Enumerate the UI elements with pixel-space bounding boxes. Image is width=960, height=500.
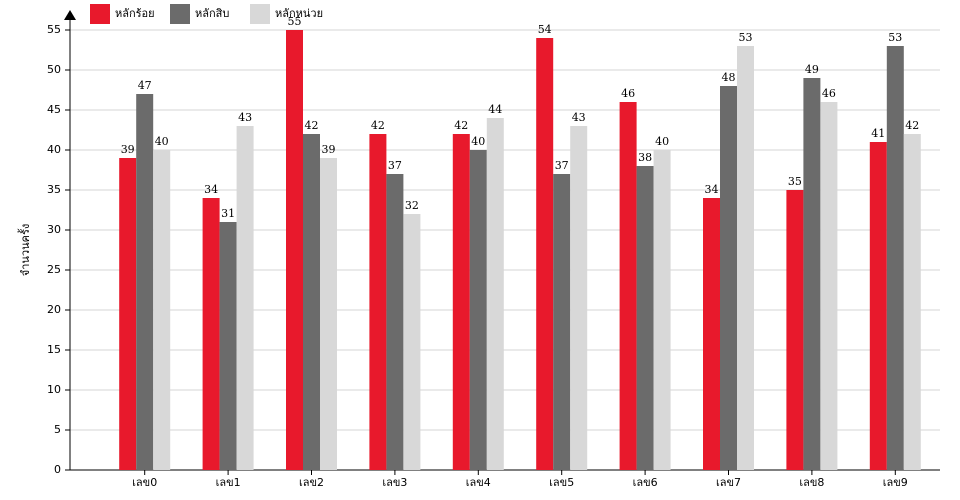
value-label: 53 bbox=[888, 31, 902, 44]
y-tick-label: 35 bbox=[47, 183, 61, 196]
x-tick-label: เลข6 bbox=[633, 476, 658, 489]
bar bbox=[469, 150, 487, 470]
value-label: 34 bbox=[705, 183, 719, 196]
value-label: 39 bbox=[322, 143, 336, 156]
axis-arrow bbox=[64, 10, 76, 20]
y-tick-label: 5 bbox=[54, 423, 61, 436]
bar bbox=[786, 190, 804, 470]
value-label: 40 bbox=[471, 135, 485, 148]
bar bbox=[703, 198, 720, 470]
x-tick-label: เลข2 bbox=[299, 476, 324, 489]
bar bbox=[303, 134, 320, 470]
value-label: 44 bbox=[488, 103, 502, 116]
y-tick-label: 25 bbox=[47, 263, 61, 276]
bar bbox=[553, 174, 571, 470]
bar bbox=[236, 126, 254, 470]
legend-label: หลักหน่วย bbox=[275, 7, 323, 20]
value-label: 42 bbox=[305, 119, 319, 132]
bar bbox=[452, 134, 470, 470]
legend-swatch bbox=[250, 4, 270, 24]
y-axis-label: จำนวนครั้ง bbox=[17, 224, 32, 276]
value-label: 43 bbox=[572, 111, 586, 124]
bar bbox=[119, 158, 137, 470]
bar bbox=[653, 150, 671, 470]
bar bbox=[820, 102, 838, 470]
y-tick-label: 55 bbox=[47, 23, 61, 36]
value-label: 47 bbox=[138, 79, 152, 92]
legend-label: หลักสิบ bbox=[195, 7, 229, 20]
value-label: 37 bbox=[388, 159, 402, 172]
bar bbox=[153, 150, 171, 470]
x-tick-label: เลข5 bbox=[549, 476, 574, 489]
bar bbox=[720, 86, 737, 470]
bar bbox=[869, 142, 887, 470]
bar bbox=[570, 126, 588, 470]
value-label: 35 bbox=[788, 175, 802, 188]
bar bbox=[219, 222, 237, 470]
value-label: 53 bbox=[739, 31, 753, 44]
value-label: 54 bbox=[538, 23, 552, 36]
x-tick-label: เลข8 bbox=[799, 476, 824, 489]
y-tick-label: 30 bbox=[47, 223, 61, 236]
legend-swatch bbox=[90, 4, 110, 24]
legend-label: หลักร้อย bbox=[115, 7, 155, 20]
value-label: 55 bbox=[288, 15, 302, 28]
value-label: 39 bbox=[121, 143, 135, 156]
y-tick-label: 10 bbox=[47, 383, 61, 396]
value-label: 32 bbox=[405, 199, 419, 212]
y-tick-label: 40 bbox=[47, 143, 61, 156]
bar bbox=[903, 134, 921, 470]
value-label: 34 bbox=[204, 183, 218, 196]
bar bbox=[803, 78, 821, 470]
bar bbox=[369, 134, 387, 470]
x-tick-label: เลข1 bbox=[216, 476, 241, 489]
bar bbox=[202, 198, 220, 470]
bar bbox=[486, 118, 504, 470]
value-label: 40 bbox=[155, 135, 169, 148]
value-label: 42 bbox=[905, 119, 919, 132]
value-label: 46 bbox=[621, 87, 635, 100]
value-label: 38 bbox=[638, 151, 652, 164]
bar bbox=[403, 214, 421, 470]
value-label: 31 bbox=[221, 207, 235, 220]
value-label: 48 bbox=[722, 71, 736, 84]
value-label: 42 bbox=[454, 119, 468, 132]
value-label: 42 bbox=[371, 119, 385, 132]
bar bbox=[737, 46, 754, 470]
value-label: 46 bbox=[822, 87, 836, 100]
bar bbox=[136, 94, 154, 470]
value-label: 37 bbox=[555, 159, 569, 172]
value-label: 43 bbox=[238, 111, 252, 124]
y-tick-label: 15 bbox=[47, 343, 61, 356]
x-tick-label: เลข4 bbox=[466, 476, 491, 489]
y-tick-label: 20 bbox=[47, 303, 61, 316]
value-label: 40 bbox=[655, 135, 669, 148]
y-tick-label: 0 bbox=[54, 463, 61, 476]
bar bbox=[320, 158, 337, 470]
y-tick-label: 45 bbox=[47, 103, 61, 116]
bar bbox=[619, 102, 637, 470]
x-tick-label: เลข3 bbox=[382, 476, 407, 489]
value-label: 49 bbox=[805, 63, 819, 76]
bar bbox=[286, 30, 303, 470]
x-tick-label: เลข7 bbox=[716, 476, 741, 489]
bar bbox=[536, 38, 554, 470]
value-label: 41 bbox=[871, 127, 885, 140]
bar bbox=[886, 46, 904, 470]
y-tick-label: 50 bbox=[47, 63, 61, 76]
x-tick-label: เลข0 bbox=[132, 476, 157, 489]
x-tick-label: เลข9 bbox=[883, 476, 908, 489]
bar bbox=[636, 166, 654, 470]
bar bbox=[386, 174, 404, 470]
legend-swatch bbox=[170, 4, 190, 24]
